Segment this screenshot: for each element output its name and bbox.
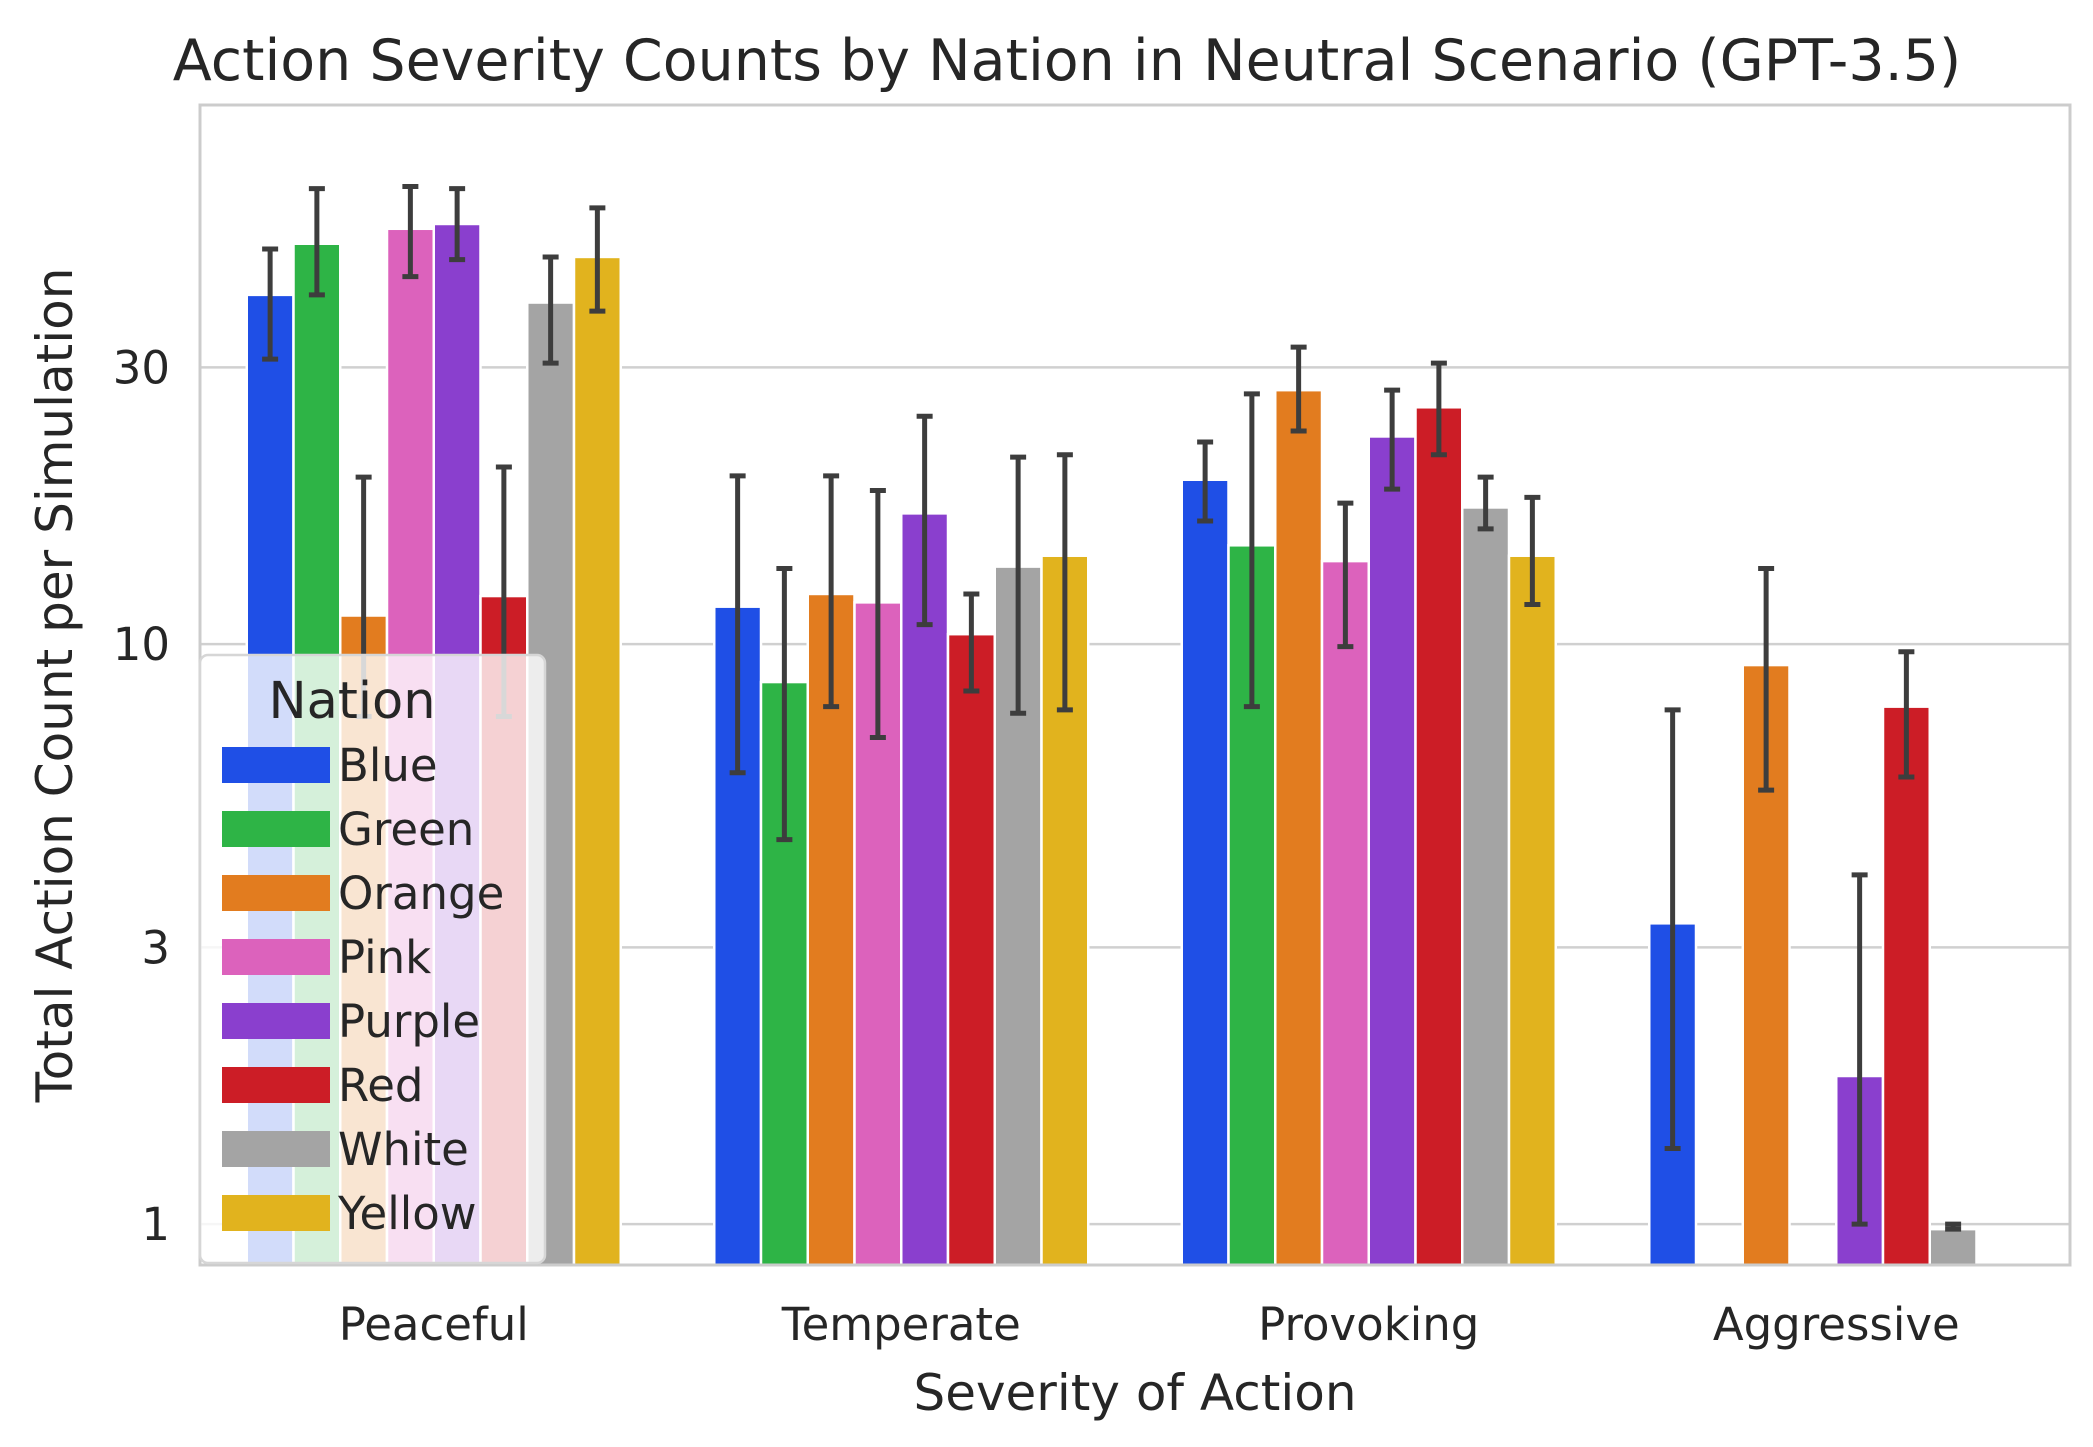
error-bar-purple-provoking — [1384, 387, 1401, 492]
y-tick-label: 30 — [113, 341, 170, 394]
x-axis-label: Severity of Action — [913, 1364, 1356, 1422]
legend-label-blue: Blue — [338, 739, 438, 792]
error-bar-yellow-provoking — [1524, 494, 1541, 608]
error-bars — [262, 184, 1962, 1232]
y-tick-label: 3 — [141, 921, 170, 974]
error-bar-blue-temperate — [729, 473, 746, 776]
y-axis-ticks: 1 3 10 30 — [113, 341, 170, 1251]
error-bar-red-provoking — [1430, 360, 1447, 458]
error-bar-purple-aggressive — [1851, 872, 1868, 1227]
legend-label-purple: Purple — [338, 995, 480, 1048]
bar-red-aggressive — [1881, 705, 1931, 1267]
error-bar-green-provoking — [1243, 391, 1260, 710]
legend-swatch-blue — [222, 747, 330, 783]
legend: Nation Blue Green Orange Pink Purple Red White… — [198, 653, 547, 1265]
legend-label-yellow: Yellow — [337, 1187, 477, 1240]
legend-label-pink: Pink — [338, 931, 431, 984]
bar-blue-provoking — [1180, 478, 1230, 1267]
legend-label-white: White — [338, 1123, 469, 1176]
error-bar-blue-provoking — [1197, 439, 1214, 524]
y-tick-label: 1 — [141, 1198, 170, 1251]
legend-swatch-orange — [222, 875, 330, 911]
y-axis-label: Total Action Count per Simulation — [26, 268, 84, 1104]
legend-label-red: Red — [338, 1059, 424, 1112]
bar-red-provoking — [1414, 406, 1464, 1267]
bar-yellow-peaceful — [572, 255, 622, 1267]
error-bar-pink-provoking — [1337, 500, 1354, 650]
error-bar-pink-peaceful — [402, 184, 419, 280]
error-bar-purple-temperate — [916, 413, 933, 628]
bar-pink-provoking — [1320, 559, 1370, 1267]
error-bar-blue-peaceful — [262, 246, 279, 362]
error-bar-red-aggressive — [1898, 649, 1915, 780]
error-bar-blue-aggressive — [1664, 707, 1681, 1151]
legend-box — [198, 653, 547, 1265]
error-bar-white-peaceful — [542, 254, 559, 366]
error-bar-orange-provoking — [1290, 344, 1307, 434]
x-tick-label: Aggressive — [1713, 1298, 1960, 1351]
legend-swatch-white — [222, 1131, 330, 1167]
error-bar-yellow-peaceful — [589, 205, 606, 314]
error-bar-white-provoking — [1477, 474, 1494, 532]
y-tick-label: 10 — [113, 618, 170, 671]
legend-swatch-purple — [222, 1003, 330, 1039]
x-tick-label: Temperate — [781, 1298, 1021, 1351]
legend-swatch-red — [222, 1067, 330, 1103]
x-axis-ticks: Peaceful Temperate Provoking Aggressive — [339, 1298, 1960, 1351]
bar-orange-provoking — [1274, 388, 1324, 1267]
legend-label-green: Green — [338, 803, 474, 856]
error-bar-red-temperate — [963, 591, 980, 694]
error-bar-pink-temperate — [869, 487, 886, 741]
error-bar-yellow-temperate — [1056, 452, 1073, 713]
error-bar-white-aggressive — [1945, 1221, 1962, 1232]
legend-title: Nation — [268, 672, 435, 731]
bar-yellow-provoking — [1507, 554, 1557, 1267]
error-bar-purple-peaceful — [449, 186, 466, 263]
bar-white-provoking — [1461, 506, 1511, 1267]
error-bar-green-temperate — [776, 565, 793, 843]
error-bar-orange-aggressive — [1758, 565, 1775, 793]
x-tick-label: Provoking — [1258, 1298, 1479, 1351]
bar-purple-provoking — [1367, 435, 1417, 1267]
legend-swatch-yellow — [222, 1195, 330, 1231]
legend-label-orange: Orange — [338, 867, 504, 920]
chart-title: Action Severity Counts by Nation in Neut… — [173, 28, 1961, 94]
bar-white-aggressive — [1928, 1227, 1978, 1267]
bar-red-temperate — [946, 632, 996, 1267]
error-bar-green-peaceful — [308, 186, 325, 298]
legend-swatch-pink — [222, 939, 330, 975]
error-bar-white-temperate — [1010, 454, 1027, 716]
legend-swatch-green — [222, 811, 330, 847]
x-tick-label: Peaceful — [339, 1298, 529, 1351]
error-bar-orange-temperate — [823, 473, 840, 710]
